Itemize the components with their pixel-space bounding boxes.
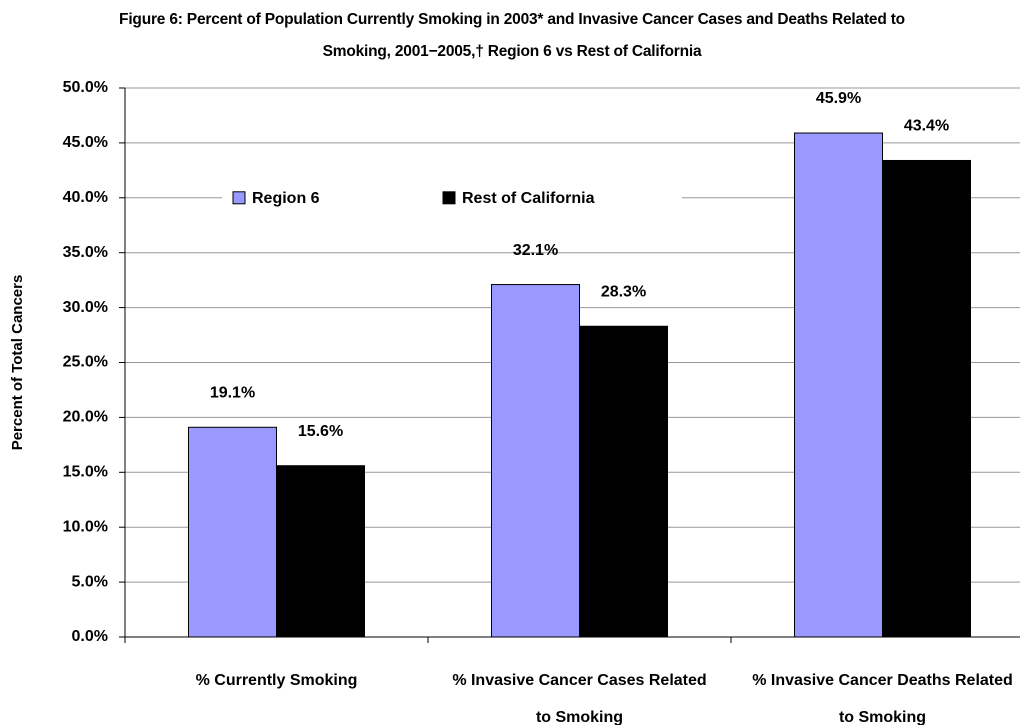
y-tick-label: 5.0%: [72, 573, 108, 590]
y-tick-label: 0.0%: [72, 628, 108, 645]
data-label: 45.9%: [816, 90, 861, 107]
bar: [188, 426, 277, 638]
bar: [882, 159, 971, 638]
bar: [794, 132, 883, 638]
bar: [276, 465, 365, 638]
bar: [579, 325, 668, 638]
x-tick-label: % Currently Smoking: [195, 672, 358, 689]
legend-swatch: [442, 191, 456, 205]
legend-label: Region 6: [252, 190, 320, 207]
y-tick-label: 45.0%: [63, 134, 108, 151]
y-tick-label: 20.0%: [63, 409, 108, 426]
y-tick-label: 40.0%: [63, 189, 108, 206]
data-label: 28.3%: [601, 283, 646, 300]
data-label: 15.6%: [298, 423, 343, 440]
x-tick-label: % Invasive Cancer Cases Related to Smoki…: [452, 672, 707, 725]
y-tick-label: 15.0%: [63, 464, 108, 481]
y-tick-label: 30.0%: [63, 299, 108, 316]
bar: [491, 284, 580, 638]
y-tick-label: 50.0%: [63, 79, 108, 96]
x-tick-label: % Invasive Cancer Deaths Related to Smok…: [752, 672, 1013, 725]
legend-swatch: [232, 191, 246, 205]
y-tick-label: 25.0%: [63, 354, 108, 371]
legend-label: Rest of California: [462, 190, 595, 207]
y-tick-label: 10.0%: [63, 518, 108, 535]
chart-title: Figure 6: Percent of Population Currentl…: [119, 11, 905, 60]
data-label: 43.4%: [904, 118, 949, 135]
y-axis-label: Percent of Total Cancers: [9, 275, 26, 451]
data-label: 19.1%: [210, 385, 255, 402]
data-label: 32.1%: [513, 242, 558, 259]
y-tick-label: 35.0%: [63, 244, 108, 261]
